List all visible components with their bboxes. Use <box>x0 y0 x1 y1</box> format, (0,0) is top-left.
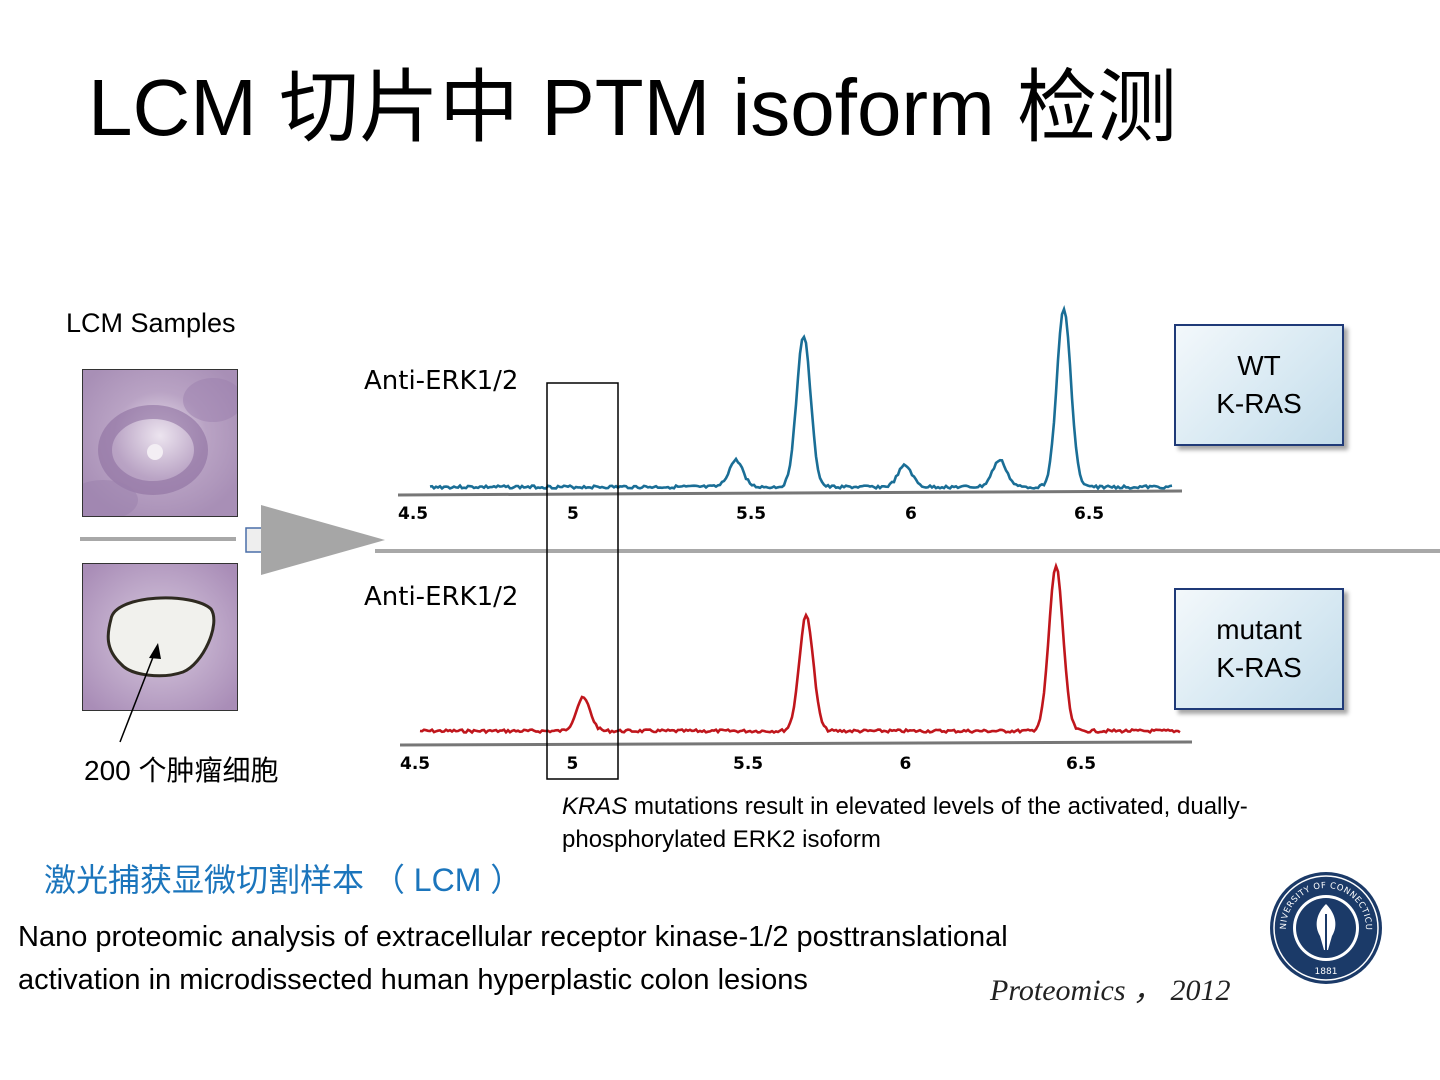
x-tick-label: 6 <box>900 754 912 774</box>
chromatogram-mutant-line <box>419 562 1181 735</box>
anti-erk-label-bottom: Anti-ERK1/2 <box>364 582 519 612</box>
x-tick-label: 5.5 <box>733 754 763 774</box>
lcm-samples-label: LCM Samples <box>66 308 236 338</box>
journal-citation: Proteomics ， 2012 <box>990 974 1231 1007</box>
mutant-box-line2: K-RAS <box>1216 652 1302 683</box>
x-tick-label: 6.5 <box>1074 504 1104 524</box>
mutant-kras-box: mutant K-RAS <box>1174 588 1344 710</box>
pointer-line <box>119 651 156 743</box>
caption-gene: KRAS <box>562 793 628 820</box>
x-tick-label: 5 <box>567 504 579 524</box>
tissue-image-before <box>82 369 238 517</box>
tumor-cells-label: 200 个肿瘤细胞 <box>84 755 279 786</box>
wt-box-line1: WT <box>1237 350 1281 381</box>
arrow-head <box>261 505 385 575</box>
x-tick-label: 5 <box>567 754 579 774</box>
pointer-head <box>149 643 161 659</box>
x-tick-label: 4.5 <box>400 754 430 774</box>
highlight-box <box>546 382 619 780</box>
mutant-box-line1: mutant <box>1216 614 1302 645</box>
top-axis <box>397 489 1183 497</box>
seal-year: 1881 <box>1315 967 1338 977</box>
caption-text: mutations result in elevated levels of t… <box>562 793 1248 853</box>
wt-box-line2: K-RAS <box>1216 388 1302 419</box>
x-tick-label: 4.5 <box>398 504 428 524</box>
bottom-axis <box>399 740 1193 747</box>
university-seal-icon: UNIVERSITY OF CONNECTICUT 1881 <box>1264 863 1384 986</box>
x-tick-label: 5.5 <box>736 504 766 524</box>
x-tick-label: 6 <box>905 504 917 524</box>
anti-erk-label-top: Anti-ERK1/2 <box>364 366 519 396</box>
chromatogram-wt-line <box>429 304 1173 491</box>
lcm-chinese-label: 激光捕获显微切割样本 （ LCM ） <box>44 862 523 898</box>
page-title: LCM 切片中 PTM isoform 检测 <box>88 63 1177 152</box>
paper-title: Nano proteomic analysis of extracellular… <box>18 921 1008 996</box>
tissue-image-after <box>82 563 238 711</box>
x-tick-label: 6.5 <box>1066 754 1096 774</box>
wt-kras-box: WT K-RAS <box>1174 324 1344 446</box>
figure-caption: KRAS mutations result in elevated levels… <box>562 790 1392 856</box>
